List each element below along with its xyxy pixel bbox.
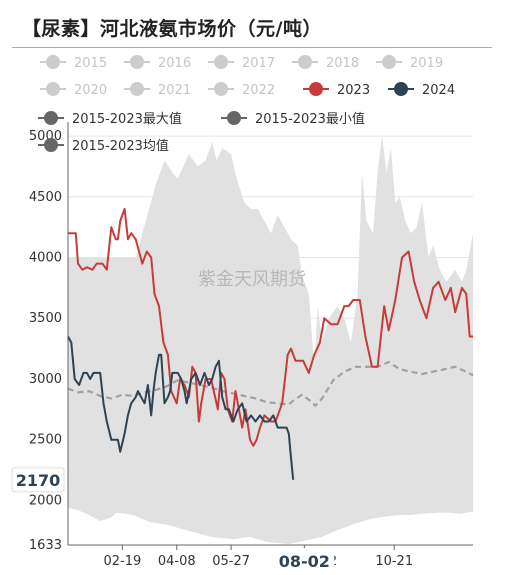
y-tick-label: 4500 xyxy=(29,190,62,205)
range-band-layer xyxy=(68,136,473,545)
chart-title: 【尿素】河北液氨市场价（元/吨） xyxy=(22,18,322,40)
legend-item[interactable]: 2015-2023均值 xyxy=(38,138,169,154)
legend-item[interactable]: 2019 xyxy=(376,55,443,71)
x-tick-label: 05-27 xyxy=(212,554,250,569)
legend-label: 2022 xyxy=(242,83,275,98)
legend-marker-icon xyxy=(130,55,144,69)
legend-label: 2021 xyxy=(158,83,191,98)
legend-label: 2019 xyxy=(410,56,443,71)
legend-label: 2023 xyxy=(337,83,370,98)
legend-label: 2018 xyxy=(326,56,359,71)
title-divider xyxy=(12,47,492,48)
legend-item[interactable]: 2015-2023最小值 xyxy=(221,111,365,127)
y-min-label: 1633 xyxy=(29,538,62,553)
y-tick-label: 3500 xyxy=(29,311,62,326)
legend-item[interactable]: 2017 xyxy=(208,55,275,71)
legend-marker-icon xyxy=(214,55,228,69)
legend-marker-icon xyxy=(46,55,60,69)
y-tick-label: 2000 xyxy=(29,493,62,508)
y-tick-label: 4000 xyxy=(29,251,62,266)
series-layer xyxy=(67,207,474,480)
legend-label: 2017 xyxy=(242,56,275,71)
legend-marker-icon xyxy=(46,82,60,96)
y-pointer-label: 2170 xyxy=(16,471,61,490)
x-pointer-label: 08-02 xyxy=(279,552,330,571)
legend-item[interactable]: 2024 xyxy=(388,82,455,98)
x-tick-label: 04-08 xyxy=(158,554,196,569)
legend-label: 2015-2023最小值 xyxy=(255,111,365,127)
x-pointer-box xyxy=(274,548,335,572)
legend-label: 2020 xyxy=(74,83,107,98)
legend-marker-icon xyxy=(309,82,323,96)
legend-item[interactable]: 2015 xyxy=(40,55,107,71)
legend-item[interactable]: 2018 xyxy=(292,55,359,71)
watermark: 紫金天风期货 xyxy=(198,269,306,290)
legend: 2015 2016 2017 2018 2019 2020 2021 2022 2023 2024… xyxy=(38,55,455,154)
legend-label: 2015-2023均值 xyxy=(72,138,169,154)
series-line-2023 xyxy=(68,207,473,447)
max-min-band xyxy=(68,136,473,545)
series-line-2024 xyxy=(67,336,295,480)
legend-item[interactable]: 2020 xyxy=(40,82,107,98)
legend-marker-icon xyxy=(227,111,241,125)
legend-item[interactable]: 2021 xyxy=(124,82,191,98)
legend-marker-icon xyxy=(130,82,144,96)
legend-item[interactable]: 2022 xyxy=(208,82,275,98)
y-tick-label: 3000 xyxy=(29,372,62,387)
x-tick-label: 10-21 xyxy=(375,554,413,569)
x-tick-label: 02-19 xyxy=(103,554,141,569)
legend-marker-icon xyxy=(394,82,408,96)
y-tick-label: 2500 xyxy=(29,433,62,448)
legend-item[interactable]: 2015-2023最大值 xyxy=(38,111,182,127)
legend-label: 2016 xyxy=(158,56,191,71)
legend-marker-icon xyxy=(382,55,396,69)
legend-marker-icon xyxy=(298,55,312,69)
axis-pointer-labels: 2170 08-02 xyxy=(11,467,335,572)
legend-item[interactable]: 2023 xyxy=(303,82,370,98)
y-pointer-box xyxy=(11,467,65,493)
legend-label: 2015 xyxy=(74,56,107,71)
legend-marker-icon xyxy=(214,82,228,96)
legend-item[interactable]: 2016 xyxy=(124,55,191,71)
legend-marker-icon xyxy=(44,111,58,125)
legend-marker-icon xyxy=(44,138,58,152)
legend-label: 2015-2023最大值 xyxy=(72,111,182,127)
legend-label: 2024 xyxy=(422,83,455,98)
